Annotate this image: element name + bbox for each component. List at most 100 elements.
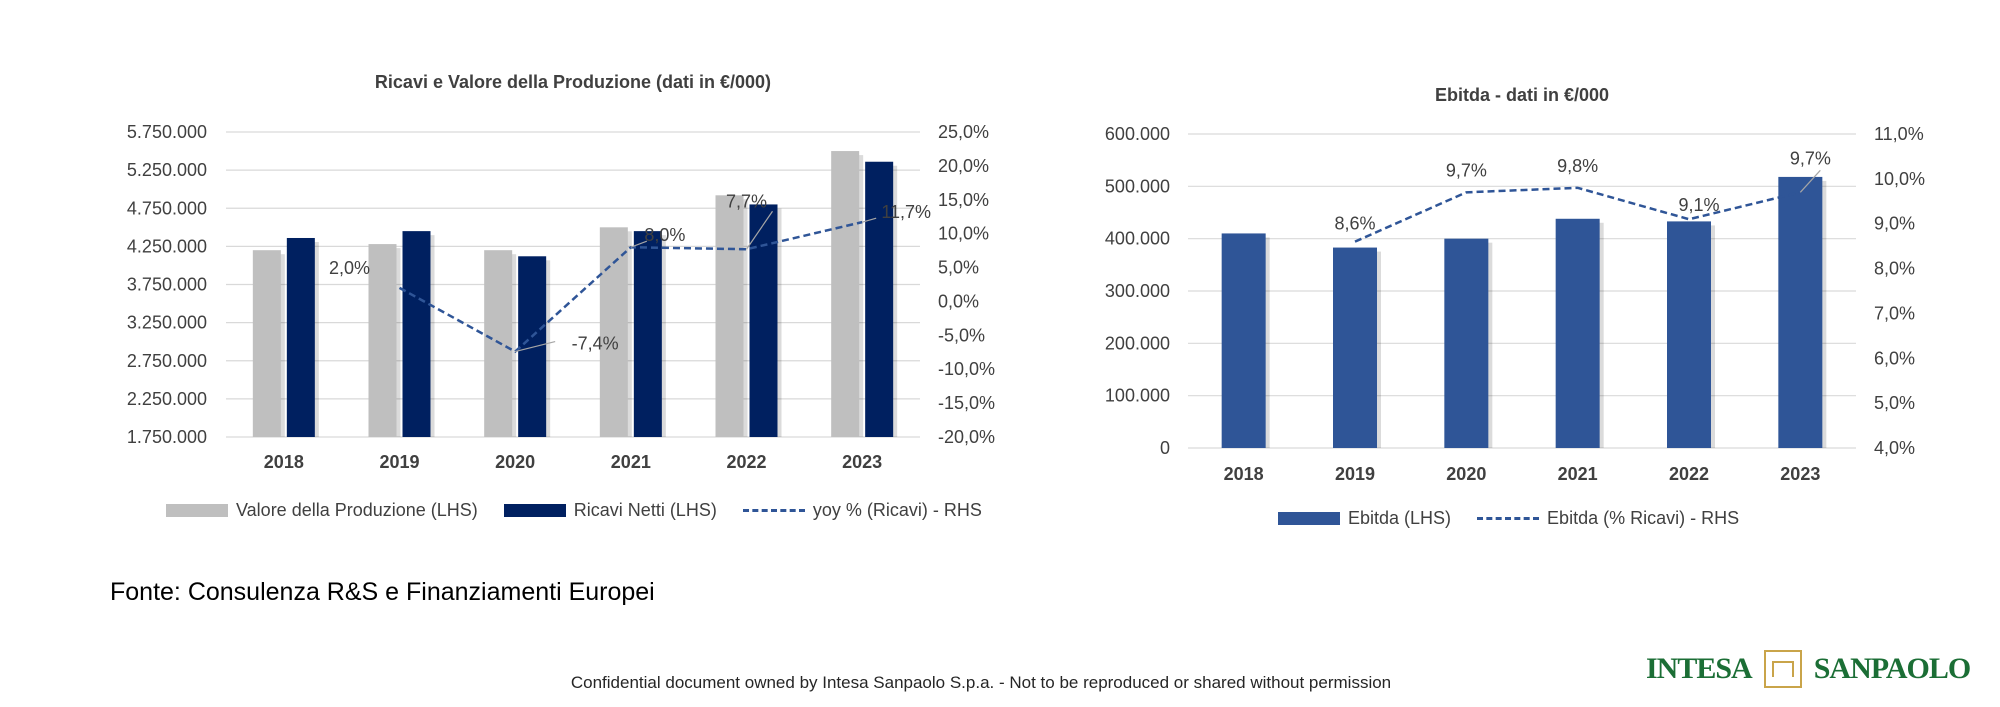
y-right-tick-label: 11,0% xyxy=(1874,124,1924,144)
y-right-tick-label: -15,0% xyxy=(938,393,995,413)
bar xyxy=(865,161,894,438)
legend-item: yoy % (Ricavi) - RHS xyxy=(742,500,982,521)
data-label: 9,7% xyxy=(1790,148,1831,168)
bar xyxy=(633,231,662,437)
x-category-label: 2023 xyxy=(842,452,882,472)
ebitda-chart-legend: Ebitda (LHS) Ebitda (% Ricavi) - RHS xyxy=(1278,508,1765,529)
legend-swatch xyxy=(166,504,228,517)
data-label: -7,4% xyxy=(572,334,619,354)
bar xyxy=(518,256,547,437)
y-right-tick-label: 25,0% xyxy=(938,122,989,142)
chart-title: Ricavi e Valore della Produzione (dati i… xyxy=(375,72,771,92)
y-left-tick-label: 200.000 xyxy=(1105,333,1170,353)
x-category-label: 2023 xyxy=(1780,464,1820,484)
revenue-chart-legend: Valore della Produzione (LHS) Ricavi Net… xyxy=(166,500,1008,521)
series-line xyxy=(1354,186,1801,243)
x-category-label: 2021 xyxy=(611,452,651,472)
data-label: 8,6% xyxy=(1334,214,1375,234)
y-left-tick-label: 100.000 xyxy=(1105,386,1170,406)
x-category-label: 2018 xyxy=(1224,464,1264,484)
y-right-tick-label: -20,0% xyxy=(938,427,995,447)
bar xyxy=(1555,218,1600,448)
data-label: 9,1% xyxy=(1678,195,1719,215)
y-right-tick-label: 9,0% xyxy=(1874,214,1915,234)
bar xyxy=(1333,247,1377,448)
legend-item: Ebitda (LHS) xyxy=(1278,508,1451,529)
data-label: 8,0% xyxy=(644,225,685,245)
data-label-leader xyxy=(630,240,648,248)
y-right-tick-label: 7,0% xyxy=(1874,303,1915,323)
data-label-leader xyxy=(862,217,877,223)
y-right-tick-label: 15,0% xyxy=(938,190,989,210)
legend-label: yoy % (Ricavi) - RHS xyxy=(812,500,982,520)
y-left-tick-label: 2.750.000 xyxy=(127,351,207,371)
legend-label: Ricavi Netti (LHS) xyxy=(573,500,717,520)
legend-label: Ebitda (% Ricavi) - RHS xyxy=(1547,508,1740,528)
chart-title: Ebitda - dati in €/000 xyxy=(1435,85,1609,105)
bar xyxy=(286,237,315,437)
y-right-tick-label: 20,0% xyxy=(938,156,989,176)
legend-swatch xyxy=(1278,512,1340,525)
y-left-tick-label: 3.250.000 xyxy=(127,313,207,333)
ebitda-chart: Ebitda - dati in €/000 600.000 500.000 400.… xyxy=(1105,85,1925,484)
bar xyxy=(402,231,431,437)
x-category-label: 2022 xyxy=(1669,464,1709,484)
data-label: 2,0% xyxy=(329,258,370,278)
bar xyxy=(1778,176,1823,448)
x-category-label: 2019 xyxy=(379,452,419,472)
logo-text-left: INTESA xyxy=(1646,652,1753,685)
source-note: Fonte: Consulenza R&S e Finanziamenti Eu… xyxy=(110,578,655,606)
y-left-tick-label: 4.750.000 xyxy=(127,198,207,218)
data-label-leader xyxy=(1799,169,1821,193)
bar xyxy=(831,151,860,437)
x-category-label: 2019 xyxy=(1335,464,1375,484)
y-right-tick-label: 4,0% xyxy=(1874,438,1915,458)
legend-line-sample xyxy=(1477,517,1540,520)
data-label: 7,7% xyxy=(726,191,767,211)
y-left-tick-label: 400.000 xyxy=(1105,229,1170,249)
y-left-tick-label: 500.000 xyxy=(1105,176,1170,196)
logo-mark-icon xyxy=(1763,650,1802,688)
y-left-tick-label: 5.250.000 xyxy=(127,160,207,180)
legend-item: Ebitda (% Ricavi) - RHS xyxy=(1477,508,1739,529)
y-right-tick-label: -10,0% xyxy=(938,359,995,379)
y-left-tick-label: 1.750.000 xyxy=(127,427,207,447)
y-right-tick-label: 5,0% xyxy=(1874,393,1915,413)
bar xyxy=(1444,238,1489,448)
legend-item: Valore della Produzione (LHS) xyxy=(166,500,478,521)
data-label-leader xyxy=(515,341,556,353)
legend-label: Valore della Produzione (LHS) xyxy=(236,500,478,520)
y-right-tick-label: 0,0% xyxy=(938,291,979,311)
legend-item: Ricavi Netti (LHS) xyxy=(503,500,717,521)
bar xyxy=(1667,221,1711,448)
y-left-tick-label: 4.250.000 xyxy=(127,236,207,256)
y-left-tick-label: 2.250.000 xyxy=(127,389,207,409)
data-label: 9,8% xyxy=(1557,156,1598,176)
confidential-notice: Confidential document owned by Intesa Sa… xyxy=(570,673,1392,692)
y-right-tick-label: 5,0% xyxy=(938,258,979,278)
y-left-tick-label: 3.750.000 xyxy=(127,275,207,295)
data-label-leader xyxy=(746,210,773,250)
x-category-label: 2022 xyxy=(726,452,766,472)
y-left-tick-label: 600.000 xyxy=(1105,124,1170,144)
y-right-tick-label: 6,0% xyxy=(1874,348,1915,368)
legend-label: Ebitda (LHS) xyxy=(1348,508,1452,528)
bar xyxy=(1221,233,1266,448)
legend-line-sample xyxy=(742,509,805,512)
bar xyxy=(599,227,628,437)
y-left-tick-label: 5.750.000 xyxy=(127,122,207,142)
y-left-tick-label: 0 xyxy=(1160,438,1170,458)
x-category-label: 2021 xyxy=(1558,464,1598,484)
y-right-tick-label: -5,0% xyxy=(938,325,985,345)
x-category-label: 2020 xyxy=(495,452,535,472)
bar xyxy=(715,195,744,437)
y-right-tick-label: 10,0% xyxy=(1874,169,1925,189)
bar xyxy=(252,250,281,437)
x-category-label: 2018 xyxy=(264,452,304,472)
data-label: 9,7% xyxy=(1446,160,1487,180)
intesa-sanpaolo-logo: INTESA SANPAOLO xyxy=(1646,650,1971,688)
y-left-tick-label: 300.000 xyxy=(1105,281,1170,301)
y-right-tick-label: 10,0% xyxy=(938,224,989,244)
data-label: 11,7% xyxy=(881,202,931,222)
legend-swatch xyxy=(503,504,566,517)
